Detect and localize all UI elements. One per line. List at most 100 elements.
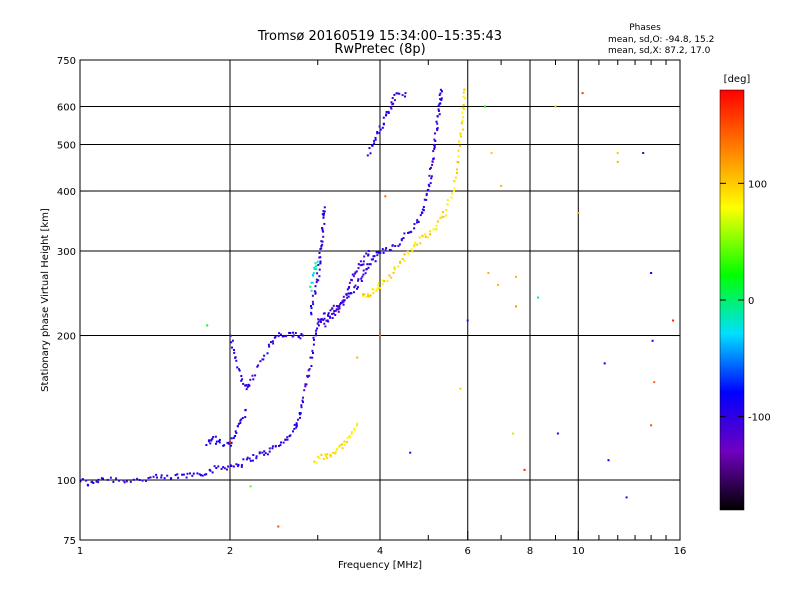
data-point [353, 291, 355, 294]
data-point [341, 301, 344, 304]
data-point [466, 319, 469, 322]
data-point [286, 436, 289, 439]
data-point [353, 272, 356, 275]
data-point [374, 260, 377, 263]
data-point [247, 383, 250, 386]
data-point [206, 324, 209, 327]
chart-subtitle: RwPretec (8p) [334, 42, 425, 57]
data-point [338, 305, 341, 308]
data-point [85, 479, 88, 482]
data-point [182, 473, 185, 476]
data-point [318, 457, 321, 460]
data-point [314, 291, 317, 294]
data-point [321, 213, 324, 216]
data-point [353, 286, 356, 289]
data-point [315, 278, 318, 281]
data-point [338, 445, 341, 448]
data-point [440, 216, 443, 219]
data-point [362, 273, 365, 276]
data-point [342, 303, 345, 306]
data-point [319, 248, 322, 250]
data-point [186, 472, 189, 475]
data-point [227, 465, 230, 468]
data-point [487, 272, 490, 274]
data-point [205, 444, 208, 446]
data-point [315, 329, 318, 332]
data-point [430, 166, 432, 169]
x-axis-label: Frequency [MHz] [338, 560, 422, 571]
y-tick-label: 75 [63, 536, 76, 547]
data-point [263, 354, 266, 357]
data-point [97, 478, 100, 481]
data-point [215, 442, 217, 445]
data-point [581, 92, 584, 95]
data-point [376, 288, 378, 291]
data-point [340, 301, 342, 304]
data-point [421, 235, 424, 238]
data-point [386, 279, 389, 282]
data-point [437, 110, 440, 112]
data-point [292, 334, 295, 337]
data-point [242, 382, 245, 385]
data-point [229, 441, 231, 443]
x-tick-label: 16 [674, 546, 687, 557]
data-point [413, 223, 416, 225]
data-point [446, 203, 449, 206]
data-point [423, 198, 426, 201]
data-point [145, 479, 147, 482]
data-point [300, 406, 303, 409]
y-tick-label: 600 [57, 103, 76, 114]
data-point [301, 334, 304, 337]
data-point [342, 300, 345, 303]
data-point [367, 250, 370, 252]
data-point [326, 456, 329, 459]
data-point [230, 441, 233, 444]
data-point [313, 338, 315, 341]
data-point [409, 230, 412, 233]
data-point [497, 283, 499, 286]
data-point [401, 94, 404, 97]
data-point [442, 211, 444, 214]
data-point [317, 320, 320, 323]
data-point [384, 249, 387, 252]
data-point [322, 216, 325, 219]
data-point [282, 441, 285, 444]
data-point [391, 97, 394, 99]
data-point [436, 127, 439, 130]
data-point [213, 465, 216, 468]
data-point [335, 308, 338, 311]
data-point [334, 452, 337, 455]
data-point [383, 280, 386, 283]
data-point [347, 292, 350, 295]
data-point [266, 453, 269, 456]
data-point [433, 138, 436, 141]
data-point [284, 334, 287, 337]
data-point [329, 309, 332, 312]
data-point [223, 467, 226, 470]
data-point [174, 474, 177, 477]
x-tick-label: 4 [377, 546, 383, 557]
data-point [209, 442, 212, 445]
data-point [240, 464, 243, 467]
data-point [97, 481, 100, 484]
data-point [315, 332, 317, 335]
data-point [200, 474, 202, 477]
data-point [651, 339, 654, 342]
data-point [218, 440, 220, 443]
data-point [321, 227, 323, 229]
data-point [372, 291, 375, 294]
data-point [354, 271, 357, 274]
data-point [332, 304, 335, 307]
data-point [251, 459, 254, 462]
data-point [359, 264, 362, 267]
data-point [368, 295, 371, 298]
data-point [537, 296, 539, 299]
data-point [407, 231, 409, 234]
data-point [311, 356, 314, 359]
data-point [343, 443, 346, 446]
data-point [327, 320, 330, 323]
data-point [426, 189, 429, 192]
data-point [254, 374, 257, 377]
data-point [339, 444, 342, 447]
data-point [350, 431, 353, 434]
